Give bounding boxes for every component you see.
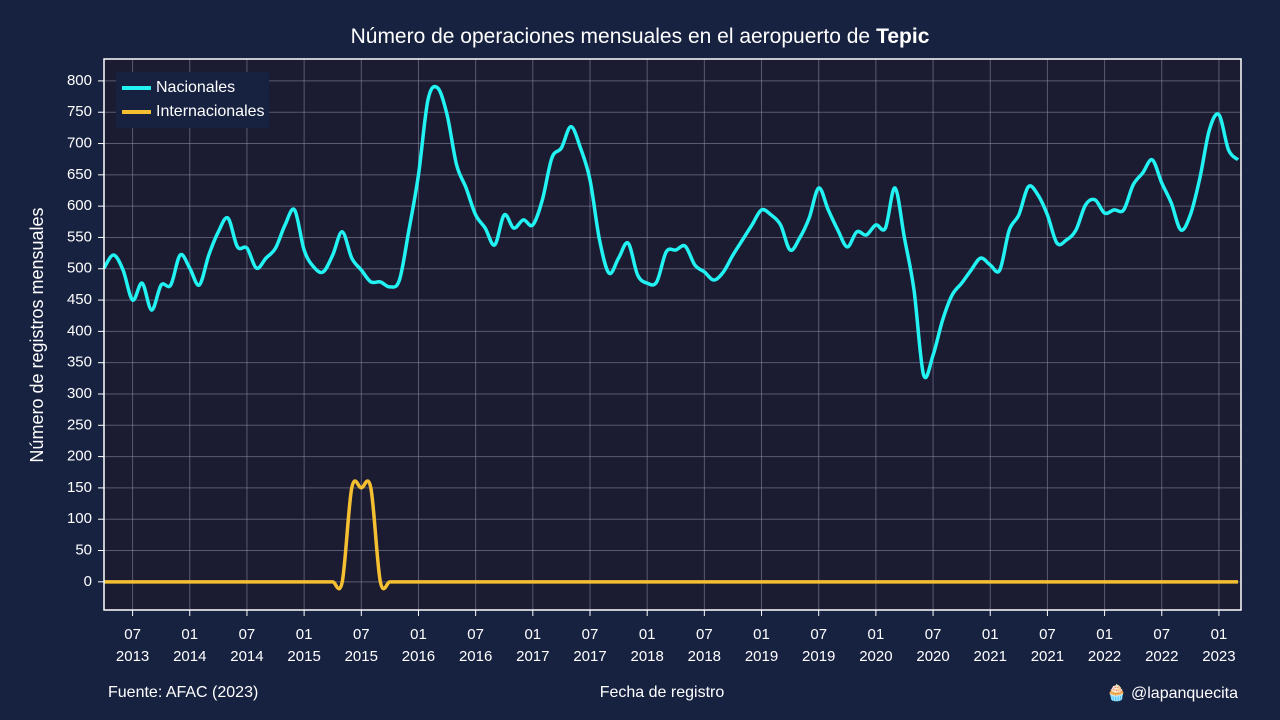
x-tick-label: 01 2020 [859,626,893,665]
x-tick-label: 01 2016 [401,626,436,665]
y-axis-label: Número de registros mensuales [27,207,47,462]
x-axis-label: Fecha de registro [600,684,725,701]
y-tick-label: 100 [67,510,92,527]
x-tick-label: 01 2023 [1202,626,1236,665]
x-tick-label: 07 2016 [458,626,493,665]
x-tick-label: 07 2014 [230,626,264,665]
x-tick-label: 01 2014 [173,626,207,665]
y-tick-label: 800 [67,72,92,89]
source: Fuente: AFAC (2023) [108,684,258,701]
y-tick-label: 350 [67,354,92,371]
data-line [102,84,1240,380]
y-tick-label: 600 [67,197,92,214]
x-tick-label: 07 2019 [802,626,836,665]
x-tick-label: 01 2019 [744,626,779,665]
y-tick-label: 650 [67,166,92,183]
credit: 🧁 @lapanquecita [1107,683,1238,702]
x-tick-label: 01 2022 [1087,626,1122,665]
data-line [104,479,1238,591]
x-tick-label: 07 2013 [115,626,150,665]
y-tick-label: 50 [75,541,92,558]
y-tick-label: 250 [67,416,92,433]
y-tick-label: 200 [67,448,92,465]
x-tick-label: 01 2017 [516,626,550,665]
chart-title: Número de operaciones mensuales en el ae… [351,25,930,48]
x-tick-label: 07 2022 [1145,626,1179,665]
y-tick-label: 150 [67,479,92,496]
x-tick-label: 01 2021 [973,626,1007,665]
x-tick-label: 07 2015 [344,626,378,665]
legend-label: Nacionales [156,79,235,96]
y-tick-label: 700 [67,134,92,151]
plot-border [103,58,1242,611]
legend-box [116,72,269,128]
x-tick-label: 01 2018 [630,626,664,665]
plot-area [104,59,1241,610]
x-tick-label: 07 2017 [573,626,607,665]
title-text: Número de operaciones mensuales en el ae… [351,25,871,48]
title-highlight: Tepic [876,25,930,48]
y-tick-label: 500 [67,260,92,277]
x-tick-label: 01 2015 [287,626,321,665]
y-tick-label: 750 [67,103,92,120]
y-tick-label: 300 [67,385,92,402]
legend-label: Internacionales [156,103,265,120]
x-tick-label: 07 2020 [916,626,950,665]
y-tick-label: 0 [84,573,92,590]
y-tick-label: 450 [67,291,92,308]
y-tick-label: 400 [67,322,92,339]
x-tick-label: 07 2021 [1030,626,1065,665]
x-tick-label: 07 2018 [687,626,722,665]
y-tick-label: 550 [67,228,92,245]
